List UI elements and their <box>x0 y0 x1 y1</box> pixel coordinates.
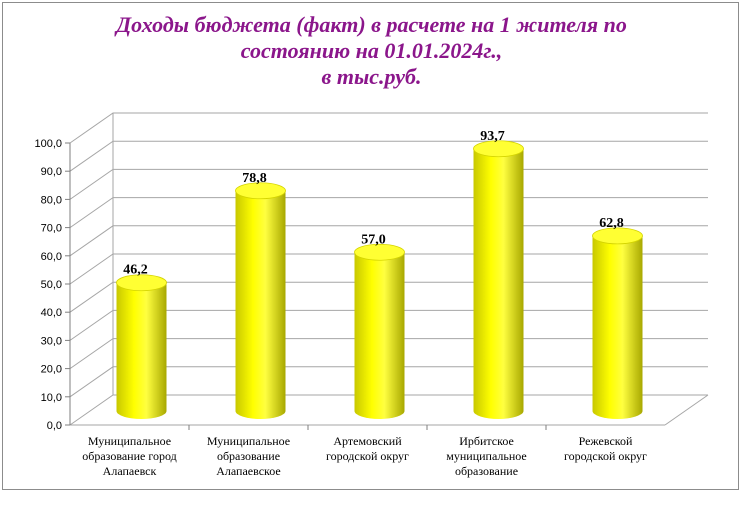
bar-body <box>235 190 286 419</box>
category-label: Муниципальное <box>207 434 290 448</box>
category-label: городской округ <box>326 449 409 463</box>
bar-body <box>592 235 643 419</box>
chart-title-line-2: состоянию на 01.01.2024г., <box>240 38 503 63</box>
bar-body <box>116 282 167 419</box>
chart-title: Доходы бюджета (факт) в расчете на 1 жит… <box>0 12 743 90</box>
category-label: Режевской <box>579 434 633 448</box>
chart-title-line-1: Доходы бюджета (факт) в расчете на 1 жит… <box>116 12 627 37</box>
y-tick-label: 30,0 <box>41 335 62 347</box>
bar-top <box>592 227 643 245</box>
category-label: образование город <box>82 449 177 463</box>
bar <box>235 182 286 419</box>
bar-top <box>473 140 524 158</box>
floor-right-edge <box>664 394 709 426</box>
y-tick-label: 70,0 <box>41 223 62 235</box>
bar-top <box>235 182 286 200</box>
category-label: Ирбитское <box>459 434 514 448</box>
y-tick-label: 90,0 <box>41 166 62 178</box>
axes <box>65 142 547 430</box>
bar <box>592 227 643 419</box>
category-label: образование <box>455 464 518 478</box>
bar <box>473 140 524 420</box>
y-tick-label: 0,0 <box>47 420 62 432</box>
gridline <box>69 168 708 200</box>
category-label: Алапаевск <box>103 464 157 478</box>
y-tick-label: 50,0 <box>41 279 62 291</box>
y-tick-label: 100,0 <box>34 138 62 150</box>
bars <box>116 140 643 420</box>
y-tick-label: 10,0 <box>41 392 62 404</box>
bar-body <box>354 252 405 419</box>
category-label: муниципальное <box>446 449 527 463</box>
chart-title-line-3: в тыс.руб. <box>321 64 422 89</box>
category-label: городской округ <box>564 449 647 463</box>
data-label: 93,7 <box>480 129 505 144</box>
y-tick-label: 60,0 <box>41 251 62 263</box>
category-label: образование <box>217 449 280 463</box>
y-tick-label: 20,0 <box>41 364 62 376</box>
category-label: Артемовский <box>333 434 402 448</box>
data-label: 62,8 <box>599 216 624 231</box>
bar <box>354 243 405 419</box>
y-tick-label: 40,0 <box>41 307 62 319</box>
category-label: Муниципальное <box>88 434 171 448</box>
bar-body <box>473 148 524 420</box>
y-tick-label: 80,0 <box>41 194 62 206</box>
gridline <box>69 112 708 144</box>
category-label: Алапаевское <box>216 464 281 478</box>
labels: 0,0 10,0 20,0 30,0 40,0 50,0 60,0 70,0 80,0 90,0 1… <box>34 129 647 478</box>
data-label: 57,0 <box>361 232 386 247</box>
bar <box>116 274 167 419</box>
bar-top <box>354 243 405 261</box>
gridline <box>69 140 708 172</box>
data-label: 78,8 <box>242 171 267 186</box>
bar-top <box>116 274 167 292</box>
data-label: 46,2 <box>123 263 148 278</box>
